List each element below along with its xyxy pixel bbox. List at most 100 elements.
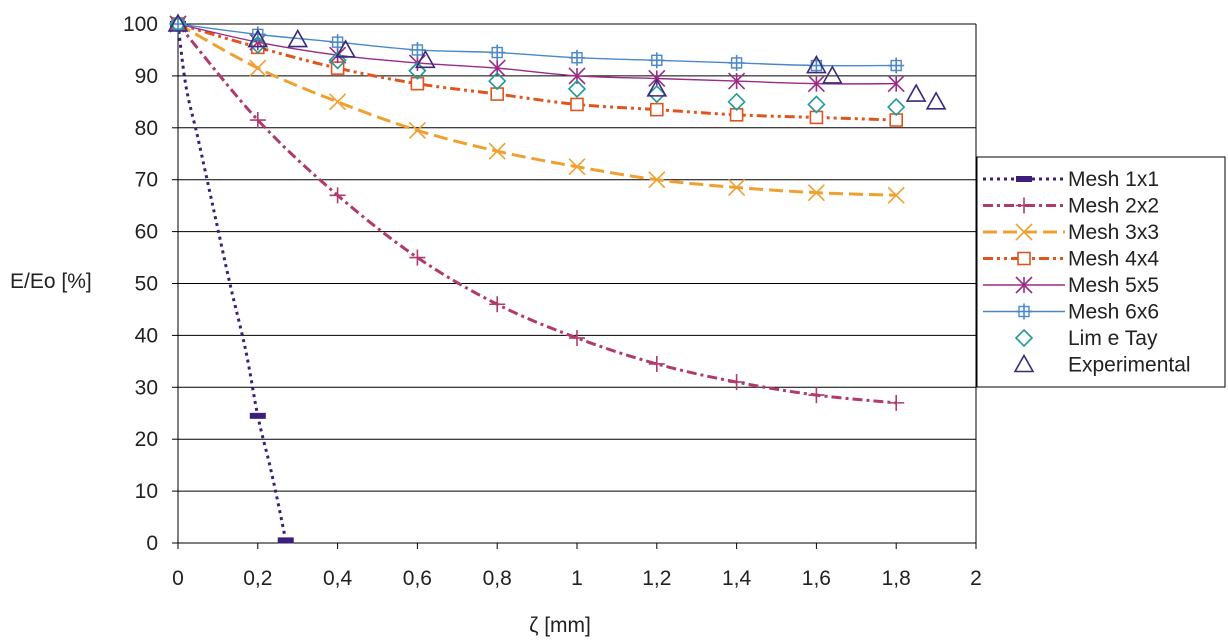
data-point-1-4	[489, 296, 506, 313]
data-point-5-2	[329, 34, 346, 51]
y-tick-label: 60	[135, 221, 158, 244]
x-tick-label: 0,6	[403, 567, 432, 590]
data-point-6-0-shape	[168, 14, 188, 34]
data-point-5-4	[489, 44, 506, 61]
data-point-6-9-shape	[887, 97, 906, 117]
legend-marker-6	[1014, 328, 1034, 348]
series-line-0	[176, 23, 288, 541]
data-point-2-3	[408, 121, 426, 139]
series-5	[170, 16, 905, 74]
legend-marker-5	[1016, 303, 1032, 320]
legend-label-4: Mesh 5x5	[1068, 274, 1159, 297]
data-point-7-0	[167, 13, 189, 32]
data-point-1-1	[249, 112, 266, 129]
data-point-5-7	[728, 54, 745, 71]
legend-box	[976, 156, 1226, 388]
legend-marker-0-shape	[1016, 176, 1032, 182]
data-point-1-2	[329, 187, 346, 204]
x-tick-label: 0,4	[323, 567, 353, 590]
data-point-7-5-shape	[646, 78, 668, 97]
data-point-6-0	[168, 14, 188, 34]
data-point-2-1	[249, 59, 267, 77]
data-point-7-4	[415, 49, 436, 69]
legend-marker-2	[1015, 223, 1033, 241]
data-point-6-9	[887, 97, 906, 117]
data-point-2-7	[728, 178, 746, 197]
series-line-2	[177, 22, 897, 197]
legend-marker-3	[1017, 251, 1031, 266]
data-point-7-7	[821, 65, 843, 84]
data-point-7-6-shape	[806, 54, 827, 74]
legend-marker-7	[1013, 353, 1035, 373]
legend-label-1: Mesh 2x2	[1068, 195, 1159, 218]
x-tick-label: 1,8	[882, 567, 911, 590]
data-point-6-5	[567, 79, 587, 99]
data-point-7-9	[925, 91, 947, 110]
y-tick-label: 30	[135, 376, 158, 399]
series-7	[167, 13, 947, 110]
data-point-0-1	[249, 412, 266, 419]
data-point-3-6-shape	[649, 102, 664, 117]
x-tick-label: 1,2	[642, 567, 671, 590]
data-point-0-2-shape	[277, 537, 294, 544]
x-tick-label: 0,8	[483, 567, 512, 590]
data-point-1-3	[409, 249, 426, 266]
series-line-4	[177, 23, 897, 85]
series-line-3	[177, 22, 897, 122]
data-point-6-8	[807, 95, 826, 114]
legend-marker-2-b	[1015, 223, 1033, 241]
data-point-6-4-shape	[488, 71, 507, 91]
data-point-2-6	[648, 171, 666, 189]
y-tick-label: 10	[135, 480, 158, 503]
legend-label-5: Mesh 6x6	[1068, 301, 1159, 324]
data-point-3-5-shape	[570, 97, 584, 112]
data-point-0-1-shape	[249, 412, 266, 419]
data-point-4-8	[807, 75, 825, 93]
legend-label-0: Mesh 1x1	[1068, 168, 1159, 191]
data-point-7-3	[335, 39, 356, 58]
legend-label-2: Mesh 3x3	[1068, 221, 1159, 244]
data-point-1-5	[569, 329, 585, 346]
series-0	[170, 21, 294, 544]
legend: Mesh 1x1 Mesh 2x2 Mesh 3x3 Mesh 4x4 Mesh 5x5…	[976, 156, 1226, 388]
series-line-5	[177, 23, 897, 67]
series-group	[167, 13, 947, 544]
x-axis-title: ζ [mm]	[529, 614, 591, 637]
x-tick-label: 0,2	[243, 567, 272, 590]
data-point-7-8-shape	[905, 83, 927, 102]
legend-marker-1	[1016, 197, 1032, 214]
y-tick-label: 70	[135, 169, 158, 192]
y-axis-title: E/Eo [%]	[10, 270, 92, 293]
data-point-6-1	[248, 35, 267, 54]
y-tick-label: 40	[135, 324, 158, 347]
legend-label-7: Experimental	[1068, 354, 1191, 377]
data-point-7-2	[287, 28, 309, 48]
data-point-6-6	[647, 84, 666, 104]
data-point-1-6	[648, 355, 665, 372]
data-point-1-9	[888, 394, 905, 411]
data-point-5-3	[409, 41, 426, 58]
series-2	[169, 15, 905, 204]
data-point-5-9	[888, 57, 905, 74]
data-point-2-5-b	[568, 158, 586, 176]
data-point-3-5	[570, 97, 584, 112]
legend-label-6: Lim e Tay	[1068, 327, 1158, 350]
legend-label-3: Mesh 4x4	[1068, 248, 1159, 271]
data-point-7-3-shape	[335, 39, 356, 58]
y-tick-label: 20	[135, 428, 158, 451]
data-point-4-9	[887, 75, 905, 93]
y-tick-label: 100	[123, 13, 158, 36]
data-point-2-1-b	[249, 59, 267, 77]
legend-marker-6-shape	[1014, 328, 1034, 348]
data-point-6-8-shape	[807, 95, 826, 114]
data-point-2-8-b	[807, 184, 825, 202]
data-point-6-1-shape	[248, 35, 267, 54]
data-point-7-6	[806, 54, 827, 74]
data-point-1-8	[808, 387, 825, 404]
data-point-7-1	[247, 28, 269, 48]
data-point-3-6	[649, 102, 664, 117]
data-point-7-2-shape	[287, 28, 309, 48]
x-tick-label: 1,6	[802, 567, 831, 590]
